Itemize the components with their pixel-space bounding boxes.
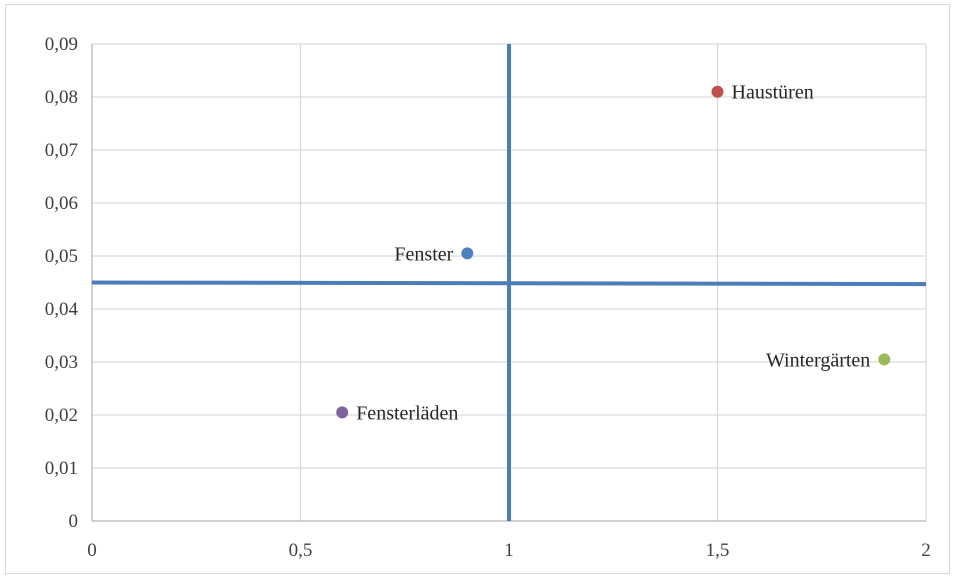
y-tick-label: 0,06 — [45, 193, 78, 214]
x-tick-label: 0,5 — [289, 540, 313, 561]
y-tick-label: 0,02 — [45, 405, 78, 426]
y-tick-label: 0,09 — [45, 34, 78, 55]
y-tick-label: 0,07 — [45, 140, 78, 161]
chart-frame — [5, 4, 950, 574]
data-point — [711, 85, 724, 98]
reference-lines — [91, 44, 927, 521]
data-points — [336, 85, 891, 419]
data-label: Fenster — [394, 243, 453, 265]
data-label: Haustüren — [732, 82, 814, 104]
data-point — [336, 406, 349, 419]
data-point — [461, 247, 474, 260]
data-label: Fensterläden — [356, 402, 458, 424]
y-tick-label: 0,01 — [45, 458, 78, 479]
y-tick-label: 0,08 — [45, 87, 78, 108]
y-tick-label: 0,04 — [45, 299, 79, 320]
y-tick-label: 0,05 — [45, 246, 78, 267]
point-labels: Haustüren Fenster Wintergärten Fensterläden — [356, 82, 870, 425]
x-tick-label: 0 — [87, 540, 97, 561]
y-tick-label: 0 — [69, 511, 79, 532]
x-tick-label: 1,5 — [706, 540, 730, 561]
axes: 0 0,01 0,02 0,03 0,04 0,05 0,06 0,07 0,08 0,09 0 0,… — [45, 34, 931, 561]
x-tick-label: 1 — [504, 540, 514, 561]
data-point — [878, 353, 891, 366]
y-tick-label: 0,03 — [45, 352, 78, 373]
data-label: Wintergärten — [766, 349, 870, 371]
x-tick-label: 2 — [921, 540, 931, 561]
horizontal-reference-line — [91, 280, 927, 287]
